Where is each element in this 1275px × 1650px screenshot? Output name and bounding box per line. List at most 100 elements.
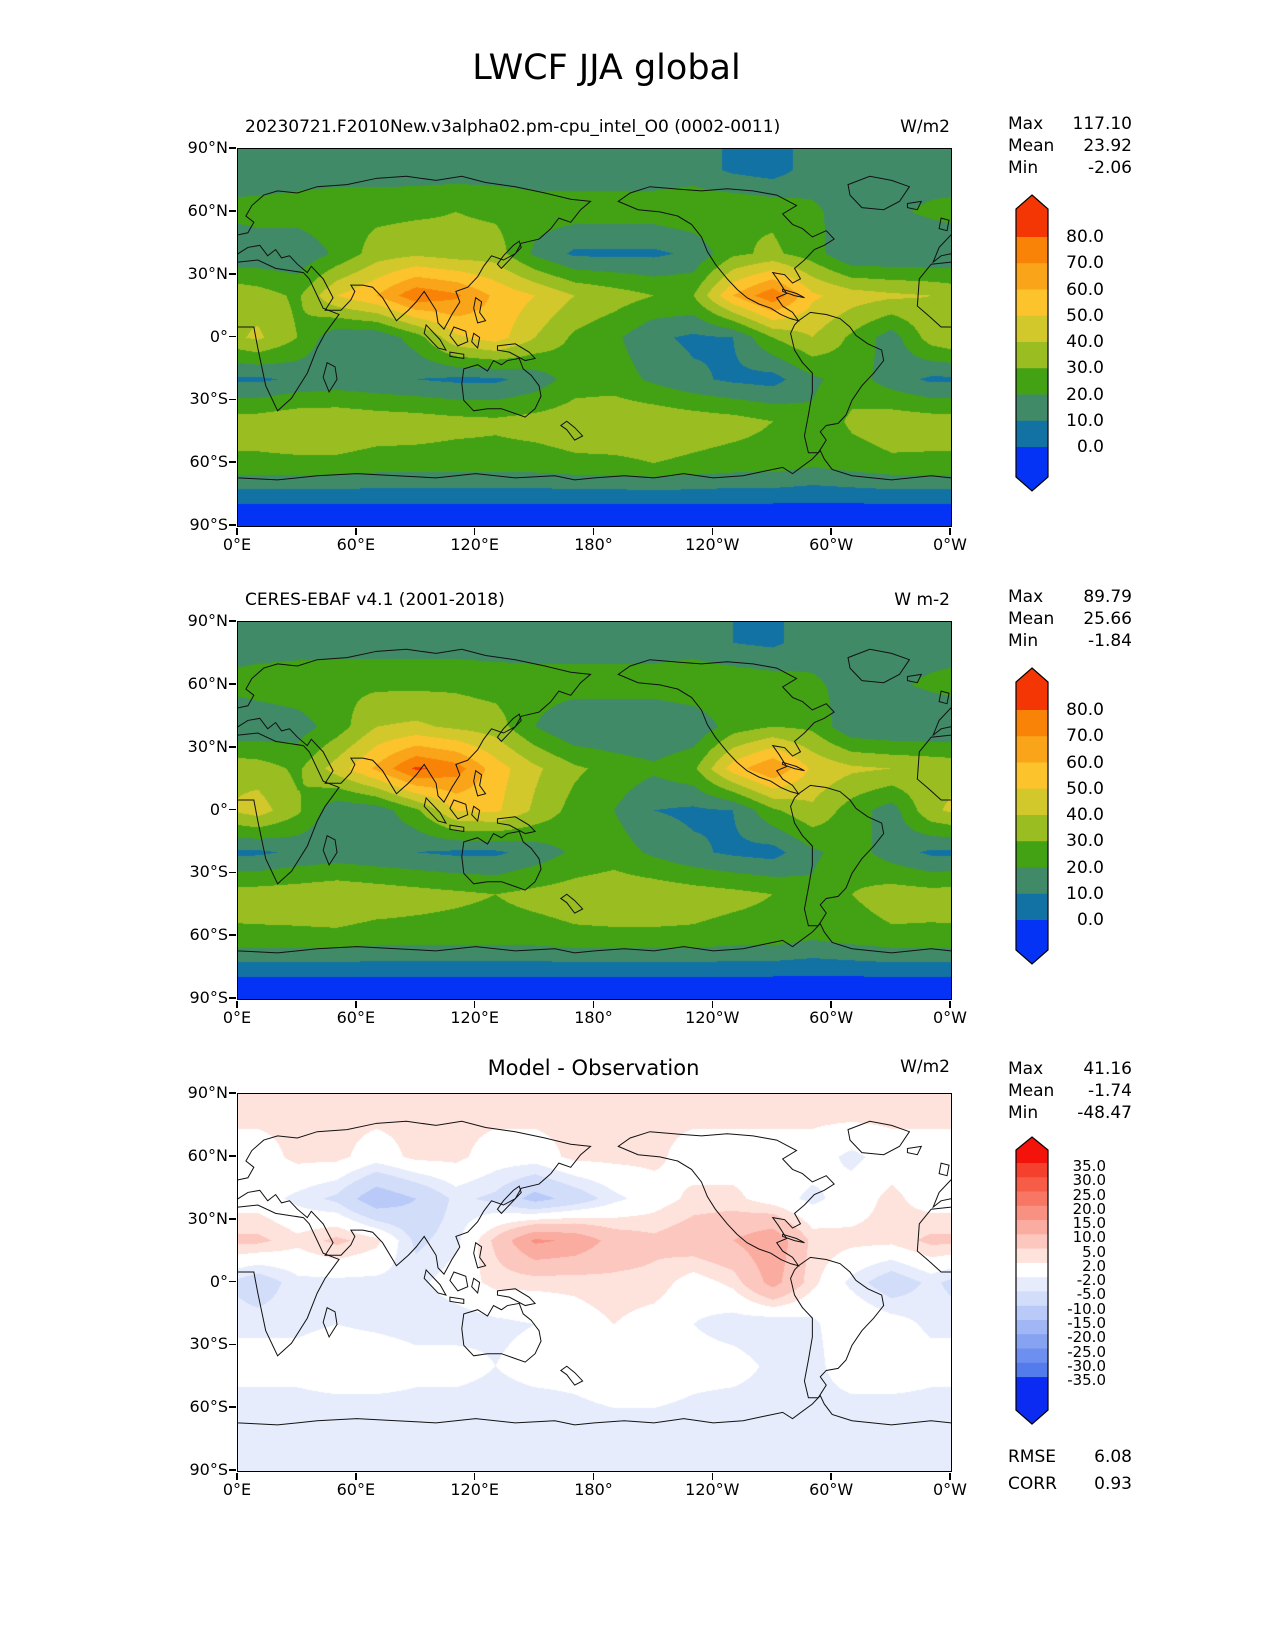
colorbar-tick-label: 50.0	[1066, 778, 1104, 799]
stat-row: Min -1.84	[1008, 630, 1132, 652]
colorbar-tick-label: -35.0	[1067, 1371, 1106, 1390]
contour-field-canvas	[238, 1094, 951, 1471]
lon-tick-mark	[236, 1473, 238, 1480]
stat-value: -2.06	[1088, 158, 1132, 178]
stat-row: Max 117.10	[1008, 113, 1132, 135]
lon-tick-label: 60°W	[809, 1480, 854, 1499]
colorbar-tick-label: 80.0	[1066, 227, 1104, 247]
stat-label: Mean	[1008, 609, 1055, 629]
lon-tick-label: 120°E	[450, 535, 499, 554]
lat-tick-mark	[229, 997, 236, 999]
lon-tick-label: 60°E	[336, 1480, 376, 1499]
lat-tick-mark	[229, 871, 236, 874]
lat-tick-label: 60°S	[189, 925, 228, 945]
lat-tick-mark	[229, 147, 236, 149]
lon-tick-mark	[830, 1473, 832, 1480]
colorbar-tick-label: 20.0	[1066, 857, 1104, 878]
colorbar-tick-label: -5.0	[1076, 1285, 1106, 1304]
lat-tick-label: 30°S	[189, 1334, 228, 1354]
coastlines-overlay	[238, 1120, 951, 1426]
stats-block: Max 89.79 Mean 25.66 Min -1.84	[1008, 586, 1132, 652]
panel-units: W m-2	[894, 590, 950, 610]
lon-tick-mark	[711, 1001, 714, 1008]
panel-subtitle: CERES-EBAF v4.1 (2001-2018)	[245, 590, 505, 610]
lat-tick-mark	[229, 272, 236, 275]
colorbar-tick-label: 60.0	[1066, 279, 1104, 300]
stats-block: Max 41.16 Mean -1.74 Min -48.47	[1008, 1058, 1132, 1124]
stat-value: 6.08	[1094, 1447, 1132, 1467]
lon-tick-label: 0°W	[933, 535, 967, 554]
lat-tick-mark	[229, 934, 236, 936]
colorbar-tick-label: -20.0	[1067, 1328, 1106, 1347]
colorbar-tick-label: 40.0	[1066, 332, 1104, 352]
stat-row: CORR 0.93	[1008, 1471, 1132, 1498]
lat-tick-mark	[229, 461, 236, 463]
colorbar-tick-label: 80.0	[1066, 700, 1104, 720]
colorbar-tick-label: 35.0	[1072, 1157, 1106, 1175]
lon-tick-label: 0°W	[933, 1480, 967, 1499]
stat-row: RMSE 6.08	[1008, 1444, 1132, 1471]
lon-tick-mark	[949, 1001, 951, 1008]
stat-row: Mean 25.66	[1008, 608, 1132, 630]
colorbar-tick-label: 5.0	[1082, 1242, 1106, 1261]
panel-subtitle: Model - Observation	[487, 1056, 700, 1080]
stat-value: 117.10	[1072, 114, 1132, 134]
lat-tick-label: 30°S	[189, 862, 228, 882]
stat-label: Mean	[1008, 1081, 1055, 1101]
lat-tick-label: 90°N	[187, 1083, 228, 1102]
lat-tick-label: 90°S	[189, 515, 228, 534]
lon-tick-mark	[592, 528, 595, 535]
lon-tick-mark	[830, 528, 832, 535]
lon-tick-mark	[473, 1473, 476, 1480]
lat-tick-label: 30°N	[187, 736, 228, 756]
lat-tick-label: 0°	[209, 326, 228, 346]
stat-label: Min	[1008, 158, 1039, 178]
lat-tick-mark	[229, 683, 236, 685]
colorbar	[1015, 1136, 1049, 1425]
lon-tick-label: 120°W	[685, 1008, 740, 1027]
lat-tick-label: 0°	[209, 799, 228, 819]
lon-tick-label: 180°	[574, 535, 613, 554]
lon-tick-mark	[711, 1473, 714, 1480]
lat-tick-label: 90°S	[189, 988, 228, 1007]
lon-tick-mark	[830, 1001, 832, 1008]
colorbar-tick-label: 30.0	[1072, 1171, 1106, 1190]
colorbar-tick-label: -2.0	[1076, 1271, 1106, 1290]
stat-label: Min	[1008, 631, 1039, 651]
contour-field-canvas	[238, 149, 951, 526]
lat-tick-label: 90°N	[187, 138, 228, 157]
stat-value: 0.93	[1094, 1474, 1132, 1494]
stat-row: Mean -1.74	[1008, 1080, 1132, 1102]
lon-tick-label: 60°W	[809, 535, 854, 554]
lon-tick-label: 60°W	[809, 1008, 854, 1027]
stat-value: 23.92	[1083, 136, 1132, 156]
lat-tick-mark	[229, 745, 236, 748]
lon-tick-label: 120°E	[450, 1480, 499, 1499]
stat-value: -1.84	[1088, 631, 1132, 651]
colorbar-tick-label: 15.0	[1072, 1214, 1106, 1233]
lon-tick-label: 180°	[574, 1480, 613, 1499]
lon-tick-mark	[473, 1001, 476, 1008]
stat-label: CORR	[1008, 1474, 1057, 1494]
colorbar-tick-label: 50.0	[1066, 305, 1104, 326]
lon-tick-mark	[949, 1473, 951, 1480]
lat-tick-label: 60°N	[187, 200, 228, 220]
stats-block: Max 117.10 Mean 23.92 Min -2.06	[1008, 113, 1132, 179]
lat-tick-mark	[229, 1155, 236, 1157]
lat-tick-label: 30°N	[187, 1208, 228, 1228]
lat-tick-mark	[229, 398, 236, 401]
lat-tick-mark	[229, 210, 236, 212]
lat-tick-mark	[229, 1092, 236, 1094]
colorbar-tick-label: 20.0	[1066, 384, 1104, 405]
colorbar-tick-label: 20.0	[1072, 1199, 1106, 1218]
lon-tick-mark	[355, 1001, 357, 1008]
lat-tick-label: 0°	[209, 1271, 228, 1291]
contour-field-canvas	[238, 622, 951, 999]
colorbar-tick-label: 40.0	[1066, 805, 1104, 825]
lat-tick-mark	[229, 808, 236, 811]
coastlines-overlay	[238, 175, 951, 481]
lat-tick-mark	[229, 1343, 236, 1346]
lon-tick-label: 0°W	[933, 1008, 967, 1027]
stat-label: Max	[1008, 114, 1044, 134]
world-map-difference	[237, 1093, 952, 1472]
